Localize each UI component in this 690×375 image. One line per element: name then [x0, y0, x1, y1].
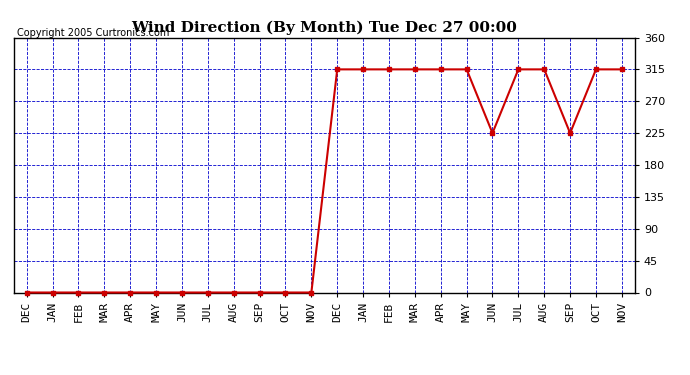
Title: Wind Direction (By Month) Tue Dec 27 00:00: Wind Direction (By Month) Tue Dec 27 00:… [131, 21, 518, 35]
Text: Copyright 2005 Curtronics.com: Copyright 2005 Curtronics.com [17, 27, 169, 38]
